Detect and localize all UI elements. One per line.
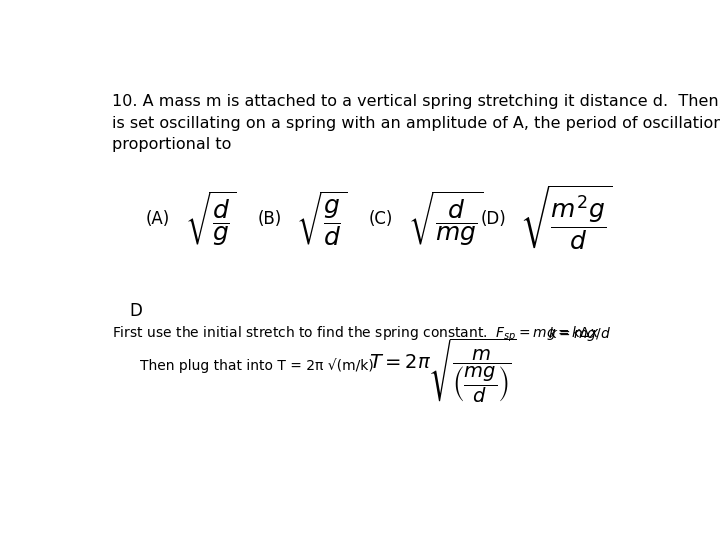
Text: $T = 2\pi\sqrt{\dfrac{m}{\left(\dfrac{mg}{d}\right)}}$: $T = 2\pi\sqrt{\dfrac{m}{\left(\dfrac{mg… — [369, 336, 516, 404]
Text: (D): (D) — [481, 210, 506, 228]
Text: (B): (B) — [258, 210, 282, 228]
Text: $k = mg / d$: $k = mg / d$ — [547, 325, 611, 343]
Text: (A): (A) — [145, 210, 170, 228]
Text: $\sqrt{\dfrac{m^2 g}{d}}$: $\sqrt{\dfrac{m^2 g}{d}}$ — [520, 184, 612, 253]
Text: 10. A mass m is attached to a vertical spring stretching it distance d.  Then, t: 10. A mass m is attached to a vertical s… — [112, 94, 720, 152]
Text: Then plug that into T = 2π √(m/k): Then plug that into T = 2π √(m/k) — [140, 358, 374, 373]
Text: D: D — [129, 302, 142, 320]
Text: $\sqrt{\dfrac{g}{d}}$: $\sqrt{\dfrac{g}{d}}$ — [297, 190, 348, 248]
Text: (C): (C) — [369, 210, 393, 228]
Text: First use the initial stretch to find the spring constant.  $F_{sp} = mg = k\Del: First use the initial stretch to find th… — [112, 325, 600, 344]
Text: $\sqrt{\dfrac{d}{g}}$: $\sqrt{\dfrac{d}{g}}$ — [185, 190, 236, 248]
Text: $\sqrt{\dfrac{d}{mg}}$: $\sqrt{\dfrac{d}{mg}}$ — [408, 190, 484, 248]
